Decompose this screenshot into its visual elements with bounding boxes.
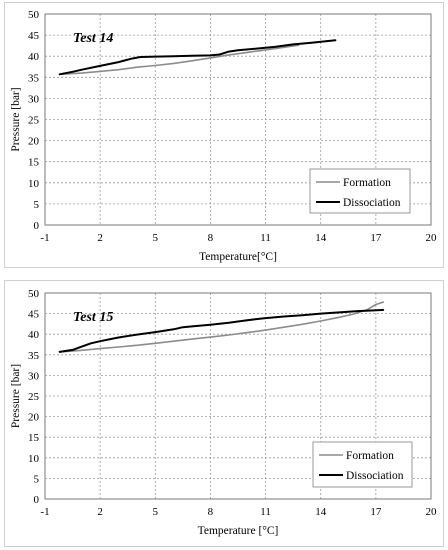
legend-label-formation: Formation bbox=[346, 450, 394, 462]
y-tick-label: 15 bbox=[28, 157, 40, 169]
y-tick-label: 35 bbox=[28, 350, 40, 362]
y-tick-label: 10 bbox=[28, 453, 40, 465]
legend-label-dissociation: Dissociation bbox=[343, 197, 401, 209]
y-tick-label: 20 bbox=[28, 136, 40, 148]
series-line-dissociation bbox=[58, 39, 337, 76]
y-tick-label: 25 bbox=[28, 391, 40, 403]
series-line-dissociation bbox=[58, 308, 385, 353]
y-tick-label: 25 bbox=[28, 115, 40, 127]
series-line-formation bbox=[58, 301, 385, 353]
legend-label-formation: Formation bbox=[343, 177, 391, 189]
legend: Formation Dissociation bbox=[309, 168, 411, 214]
x-tick-label: 8 bbox=[208, 506, 214, 518]
x-tick-label: 17 bbox=[370, 506, 382, 518]
legend-box bbox=[312, 441, 413, 488]
y-tick-label: 50 bbox=[28, 288, 40, 300]
y-tick-label: 30 bbox=[28, 370, 40, 382]
x-tick-label: 5 bbox=[153, 232, 159, 244]
legend-box bbox=[309, 168, 411, 214]
x-tick-label: -1 bbox=[40, 506, 49, 518]
y-tick-label: 35 bbox=[28, 72, 40, 84]
x-tick-label: 2 bbox=[97, 506, 103, 518]
y-tick-label: 15 bbox=[28, 432, 40, 444]
chart-panel-test-15: 0 5 10 15 20 25 30 35 40 45 50 -1 2 5 8 11 14 17 20 Tempera… bbox=[4, 280, 444, 547]
y-tick-label: 45 bbox=[28, 309, 40, 321]
x-tick-label: 2 bbox=[97, 232, 103, 244]
x-tick-label: 11 bbox=[260, 232, 271, 244]
y-tick-label: 45 bbox=[28, 30, 40, 42]
chart-title: Test 15 bbox=[73, 310, 113, 325]
x-axis-label: Temperature[°C] bbox=[199, 251, 277, 263]
y-tick-label: 30 bbox=[28, 93, 40, 105]
x-tick-label: 14 bbox=[315, 232, 327, 244]
x-axis-label: Temperature [°C] bbox=[198, 525, 279, 537]
y-tick-label: 0 bbox=[34, 494, 40, 506]
chart-panel-test-14: 0 5 10 15 20 25 30 35 40 45 50 -1 2 5 8 11 14 17 20 Tempera… bbox=[4, 2, 444, 268]
x-tick-label: -1 bbox=[40, 232, 49, 244]
y-axis-label: Pressure [bar] bbox=[10, 364, 22, 428]
x-tick-label: 14 bbox=[315, 506, 327, 518]
x-tick-label: 11 bbox=[260, 506, 271, 518]
legend: Formation Dissociation bbox=[312, 441, 413, 488]
legend-label-dissociation: Dissociation bbox=[346, 470, 404, 482]
x-tick-label: 20 bbox=[426, 232, 438, 244]
chart-title: Test 14 bbox=[73, 31, 113, 46]
y-axis-label: Pressure [bar] bbox=[10, 87, 22, 151]
y-tick-label: 5 bbox=[34, 473, 40, 485]
y-tick-label: 50 bbox=[28, 9, 40, 21]
plot-area-frame bbox=[44, 292, 432, 500]
y-tick-label: 5 bbox=[34, 199, 40, 211]
plot-area-frame bbox=[44, 13, 432, 226]
series-line-formation bbox=[58, 44, 300, 76]
y-tick-label: 20 bbox=[28, 412, 40, 424]
x-tick-label: 17 bbox=[370, 232, 382, 244]
x-tick-label: 5 bbox=[153, 506, 159, 518]
y-tick-label: 40 bbox=[28, 329, 40, 341]
y-tick-label: 10 bbox=[28, 178, 40, 190]
x-tick-label: 20 bbox=[426, 506, 438, 518]
y-tick-label: 0 bbox=[34, 220, 40, 232]
y-tick-label: 40 bbox=[28, 51, 40, 63]
x-tick-label: 8 bbox=[208, 232, 214, 244]
